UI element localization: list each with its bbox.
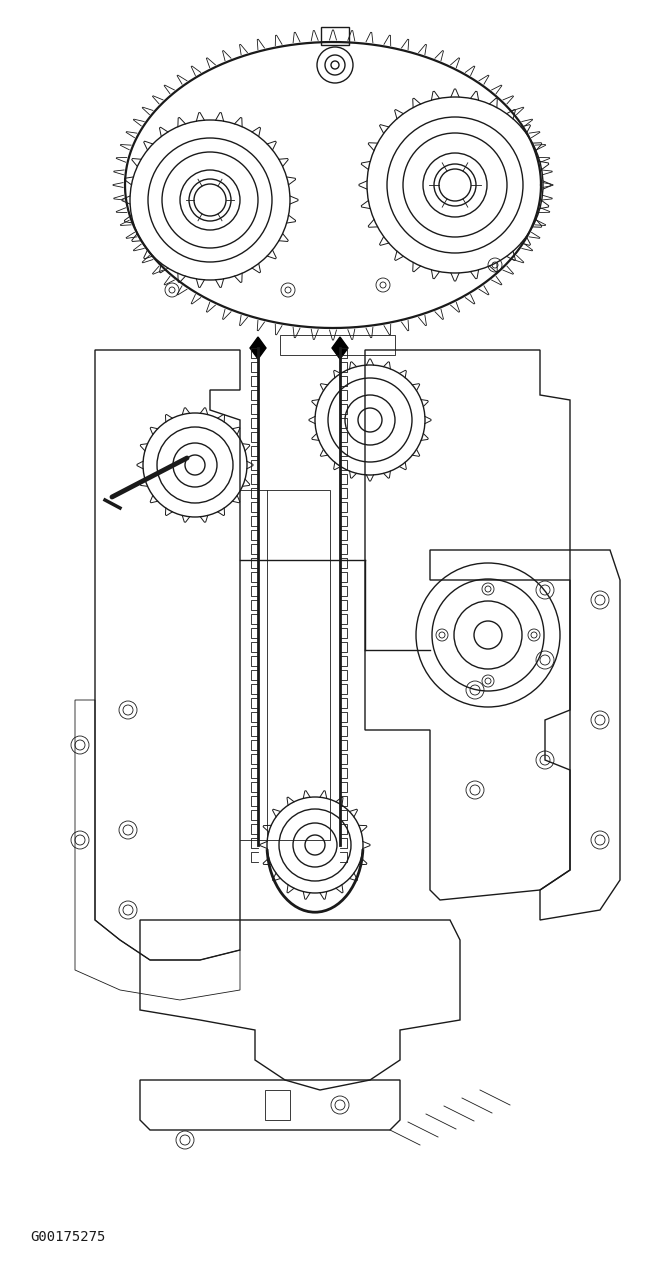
Polygon shape (332, 337, 348, 359)
Text: G00175275: G00175275 (30, 1230, 105, 1244)
Polygon shape (250, 337, 266, 359)
